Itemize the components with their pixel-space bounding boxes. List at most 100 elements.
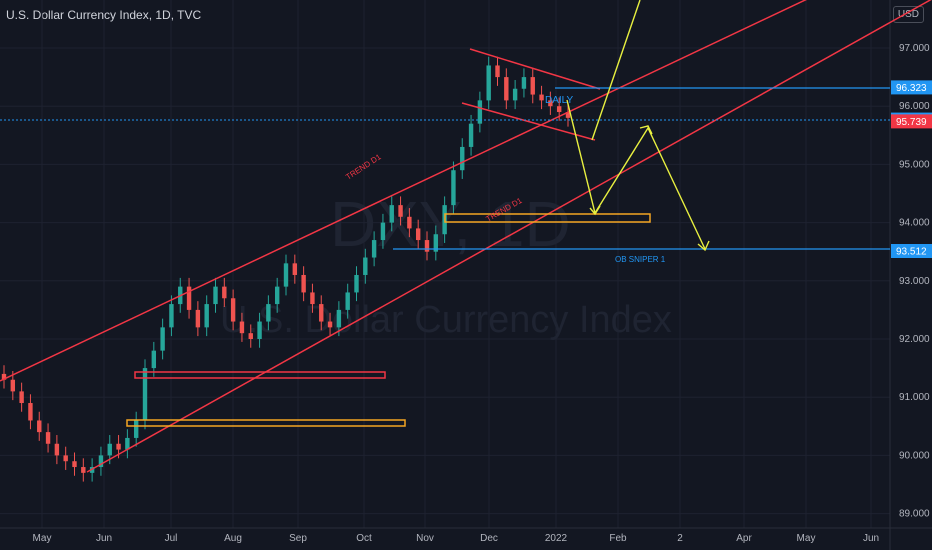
candle-body [460, 146, 465, 171]
arrow-head-2 [639, 125, 653, 135]
candle-body [107, 443, 112, 456]
candle-body [125, 437, 130, 450]
candle-body [266, 304, 271, 322]
candle-body [222, 286, 227, 299]
ob-sniper-label: OB SNIPER 1 [615, 255, 666, 264]
candle-body [54, 443, 60, 456]
time-tick-label: Nov [416, 533, 434, 544]
supply-zone-box [134, 371, 386, 379]
drawings: TREND D1 TREND D1 DAILY OB SNIPER 1 [0, 0, 932, 473]
time-tick-label: May [797, 533, 816, 544]
arrow-head-1 [589, 205, 601, 216]
flag-lower-line [461, 102, 596, 141]
time-tick-label: Aug [224, 533, 242, 544]
candle-body [10, 379, 16, 392]
price-tick-label: 97.000 [899, 43, 930, 54]
candle-body [151, 350, 157, 369]
price-tick-label: 95.000 [899, 159, 930, 170]
price-axis: 97.000 96.000 95.000 94.000 93.000 92.000 91.0… [899, 43, 930, 520]
time-tick-label: May [33, 533, 52, 544]
candle-body [72, 461, 77, 468]
time-tick-label: 2022 [545, 533, 568, 544]
time-tick-label: Jun [863, 533, 879, 544]
candle-body [116, 443, 121, 450]
price-tick-label: 94.000 [899, 218, 930, 229]
candle-body [398, 205, 403, 217]
demand-zone-box [126, 419, 406, 427]
time-tick-label: Dec [480, 533, 498, 544]
projection-path-up [591, 0, 641, 141]
candle-body [556, 106, 562, 113]
price-tag-label: 93.512 [896, 247, 927, 258]
candle-body [451, 170, 456, 206]
candle-body [213, 286, 218, 305]
price-tag [891, 80, 932, 95]
time-tick-label: Jul [165, 533, 178, 544]
candle-body [239, 321, 245, 334]
candle-body [283, 263, 289, 287]
price-tick-label: 91.000 [899, 392, 930, 403]
time-tick-label: Sep [289, 533, 307, 544]
price-tick-label: 93.000 [899, 276, 930, 287]
candle-body [301, 274, 306, 293]
candle-body [521, 77, 527, 89]
candle-body [204, 304, 209, 328]
candle-body [504, 77, 509, 101]
candle-body [19, 391, 24, 404]
candle-body [160, 327, 165, 351]
price-tag [891, 244, 932, 259]
price-tick-label: 90.000 [899, 450, 930, 461]
price-tick-label: 89.000 [899, 509, 930, 520]
candle-body [389, 205, 394, 223]
daily-label: DAILY [545, 95, 573, 106]
candle-body [486, 65, 491, 101]
price-tag-label: 95.739 [896, 117, 927, 128]
price-tick-label: 96.000 [899, 101, 930, 112]
candle-body [354, 274, 359, 293]
candle-body [63, 455, 68, 462]
candle-body [133, 420, 139, 438]
candle-body [248, 333, 253, 339]
flag-upper-line [469, 48, 601, 90]
time-tick-label: Jun [96, 533, 112, 544]
time-tick-label: 2 [677, 533, 683, 544]
candle-body [169, 304, 174, 328]
order-block-box [444, 213, 651, 223]
watermark-name: U.S. Dollar Currency Index [220, 299, 672, 341]
candle-body [336, 309, 342, 328]
candle-body [319, 304, 324, 322]
candle-body [45, 432, 51, 444]
candle-body [539, 94, 544, 101]
time-tick-label: Feb [609, 533, 627, 544]
candle-body [230, 298, 236, 322]
candle-body [477, 100, 483, 124]
candle-body [195, 309, 201, 328]
price-tick-label: 92.000 [899, 334, 930, 345]
candle-body [512, 88, 518, 101]
price-tag-label: 96.323 [896, 83, 927, 94]
currency-button[interactable]: USD [892, 6, 924, 23]
time-tick-label: Oct [356, 533, 372, 544]
candle-body [415, 228, 421, 241]
candle-body [363, 257, 368, 275]
candle-body [371, 240, 377, 258]
candle-body [530, 77, 535, 95]
candle-body [28, 403, 33, 421]
candle-body [186, 286, 192, 310]
lower-trend-line [86, 0, 932, 473]
candle-body [468, 123, 474, 147]
candle-body [1, 373, 7, 380]
candle-body [327, 321, 333, 328]
candle-body [257, 321, 262, 339]
candle-body [345, 292, 350, 310]
candle-body [98, 455, 104, 468]
candle-body [424, 240, 430, 252]
candle-body [292, 263, 298, 275]
candle-body [407, 216, 412, 229]
candle-body [274, 286, 280, 305]
candle-body [548, 100, 553, 107]
candle-body [142, 368, 148, 421]
